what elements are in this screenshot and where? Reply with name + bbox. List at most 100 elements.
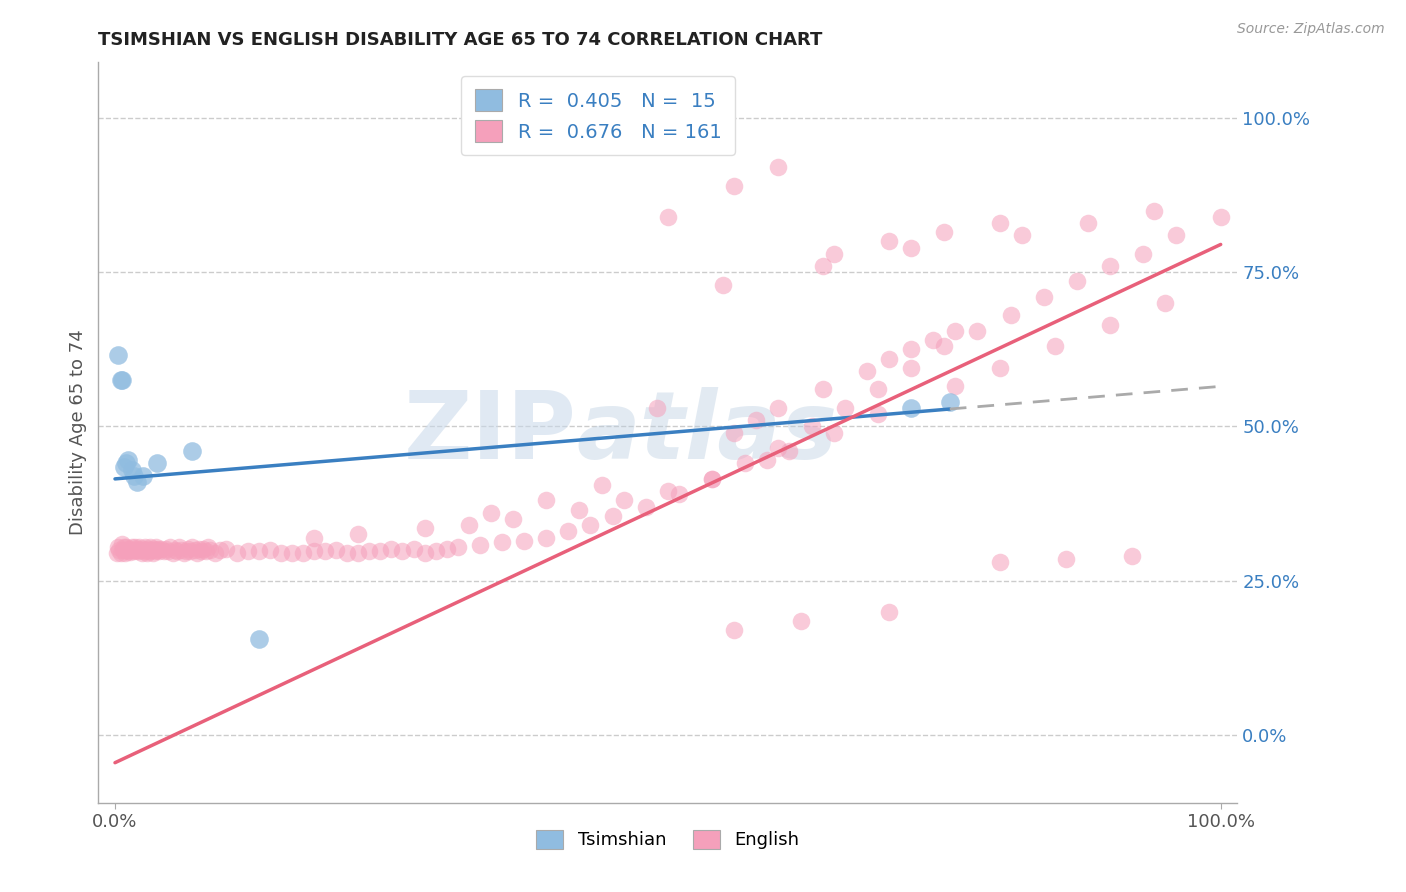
Point (121, 542, 143, 557)
Point (966, 324, 988, 338)
Point (281, 546, 304, 560)
Point (155, 541, 177, 556)
Point (291, 546, 314, 560)
Point (834, 401, 856, 415)
Point (225, 546, 247, 560)
Point (811, 259, 834, 273)
Point (146, 542, 169, 557)
Point (866, 383, 889, 397)
Point (259, 542, 281, 557)
Point (118, 541, 141, 556)
Point (152, 544, 174, 558)
Point (877, 351, 900, 366)
Point (127, 541, 149, 556)
Point (534, 531, 557, 545)
Point (768, 441, 790, 455)
Point (1099, 259, 1122, 273)
Point (336, 546, 359, 560)
Point (188, 541, 211, 556)
Point (209, 542, 232, 557)
Point (811, 383, 834, 397)
Point (900, 360, 922, 375)
Point (136, 546, 159, 560)
Point (347, 546, 370, 560)
Point (457, 518, 479, 533)
Text: atlas: atlas (576, 386, 838, 479)
Point (413, 521, 436, 535)
Point (139, 540, 162, 554)
Point (347, 527, 370, 541)
Point (1077, 216, 1099, 230)
Point (204, 546, 226, 560)
Point (314, 544, 336, 558)
Point (121, 540, 143, 554)
Point (1121, 549, 1143, 563)
Point (380, 541, 402, 556)
Point (800, 419, 823, 434)
Point (1209, 210, 1232, 224)
Point (700, 472, 723, 486)
Point (856, 364, 879, 378)
Point (105, 546, 128, 560)
Point (745, 413, 768, 427)
Point (823, 425, 845, 440)
Point (988, 216, 1011, 230)
Point (174, 544, 197, 558)
Point (127, 475, 149, 489)
Point (166, 544, 188, 558)
Point (121, 462, 143, 476)
Point (110, 373, 132, 387)
Point (183, 542, 205, 557)
Point (468, 538, 491, 552)
Point (657, 210, 679, 224)
Point (163, 542, 186, 557)
Point (198, 542, 221, 557)
Point (143, 544, 166, 558)
Text: Source: ZipAtlas.com: Source: ZipAtlas.com (1237, 22, 1385, 37)
Point (768, 161, 790, 175)
Point (111, 536, 134, 550)
Point (900, 343, 922, 357)
Point (131, 546, 153, 560)
Point (111, 373, 134, 387)
Point (502, 512, 524, 526)
Point (988, 360, 1011, 375)
Point (370, 544, 392, 558)
Point (1143, 203, 1166, 218)
Point (700, 472, 723, 486)
Point (117, 453, 139, 467)
Point (167, 540, 190, 554)
Point (359, 544, 381, 558)
Point (142, 541, 165, 556)
Point (579, 518, 602, 533)
Point (124, 540, 146, 554)
Point (112, 459, 135, 474)
Point (779, 444, 801, 458)
Point (668, 487, 690, 501)
Point (900, 401, 922, 415)
Point (447, 540, 470, 554)
Point (150, 541, 173, 556)
Point (122, 468, 145, 483)
Point (114, 546, 136, 560)
Point (568, 502, 591, 516)
Point (934, 339, 956, 353)
Point (823, 246, 845, 260)
Point (148, 544, 170, 558)
Point (866, 407, 889, 421)
Point (236, 544, 259, 558)
Point (943, 324, 966, 338)
Point (491, 535, 513, 549)
Point (613, 493, 636, 508)
Point (173, 546, 195, 560)
Point (302, 531, 325, 545)
Point (197, 540, 219, 554)
Point (922, 333, 945, 347)
Point (479, 506, 502, 520)
Point (789, 614, 811, 628)
Point (247, 544, 270, 558)
Point (302, 544, 325, 558)
Point (877, 605, 900, 619)
Point (1154, 296, 1177, 310)
Point (391, 544, 413, 558)
